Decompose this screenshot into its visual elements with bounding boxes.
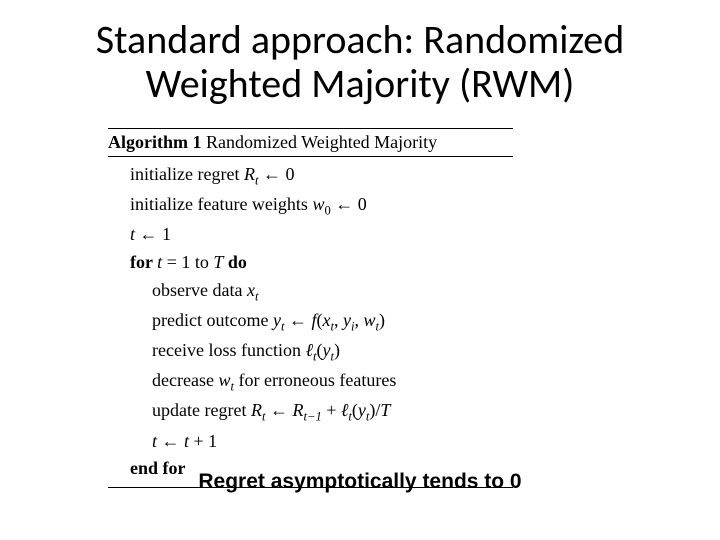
algo-line-10: t ← t + 1 xyxy=(108,428,513,456)
title-line-2: Weighted Majority (RWM) xyxy=(146,59,575,108)
algo-line-4: for t = 1 to T do xyxy=(108,249,513,277)
text: ← 0 xyxy=(258,164,294,184)
algo-line-7: receive loss function ℓt(yt) xyxy=(108,337,513,367)
kw-for: for xyxy=(130,252,157,272)
text: ← 0 xyxy=(331,194,367,214)
text: ) xyxy=(379,310,385,330)
var: R xyxy=(251,400,262,420)
text: ← xyxy=(284,310,311,330)
text: ← 1 xyxy=(135,224,171,244)
text: , xyxy=(334,310,343,330)
text: + 1 xyxy=(189,431,217,451)
algo-line-9: update regret Rt ← Rt−1 + ℓt(yt)/T xyxy=(108,397,513,427)
algorithm-block: Algorithm 1 Randomized Weighted Majority… xyxy=(108,128,513,488)
algo-line-1: initialize regret Rt ← 0 xyxy=(108,161,513,191)
text: initialize regret xyxy=(130,164,244,184)
text: ) xyxy=(334,340,340,360)
slide: Standard approach: Randomized Weighted M… xyxy=(0,0,720,540)
var: R xyxy=(292,400,303,420)
text: ← xyxy=(265,400,292,420)
var: T xyxy=(380,400,390,420)
algo-line-3: t ← 1 xyxy=(108,221,513,249)
text: for erroneous features xyxy=(234,370,396,390)
algorithm-label: Algorithm 1 xyxy=(108,132,202,152)
text: decrease xyxy=(152,370,218,390)
text: observe data xyxy=(152,280,247,300)
algo-line-8: decrease wt for erroneous features xyxy=(108,367,513,397)
footer-text: Regret asymptotically tends to 0 xyxy=(0,470,720,494)
var: w xyxy=(363,310,375,330)
text: initialize feature weights xyxy=(130,194,312,214)
var: T xyxy=(213,252,223,272)
algorithm-name: Randomized Weighted Majority xyxy=(202,132,438,152)
kw-do: do xyxy=(223,252,247,272)
var: x xyxy=(247,280,255,300)
algo-line-5: observe data xt xyxy=(108,277,513,307)
text: )/ xyxy=(369,400,380,420)
var: y xyxy=(273,310,281,330)
algo-line-2: initialize feature weights w0 ← 0 xyxy=(108,191,513,221)
var: y xyxy=(358,400,366,420)
var: w xyxy=(312,194,324,214)
algorithm-header: Algorithm 1 Randomized Weighted Majority xyxy=(108,129,513,156)
slide-title: Standard approach: Randomized Weighted M… xyxy=(40,18,680,106)
sub: t−1 xyxy=(303,410,321,424)
algo-line-6: predict outcome yt ← f(xt, yi, wt) xyxy=(108,307,513,337)
var: ℓ xyxy=(305,340,313,360)
var: w xyxy=(218,370,230,390)
sub: t xyxy=(255,290,259,304)
text: ← xyxy=(157,431,184,451)
algorithm-body: initialize regret Rt ← 0 initialize feat… xyxy=(108,157,513,487)
var: y xyxy=(343,310,351,330)
text: = 1 to xyxy=(162,252,213,272)
title-line-1: Standard approach: Randomized xyxy=(96,15,624,64)
text: receive loss function xyxy=(152,340,305,360)
text: + xyxy=(322,400,341,420)
text: predict outcome xyxy=(152,310,273,330)
var: R xyxy=(244,164,255,184)
text: update regret xyxy=(152,400,251,420)
